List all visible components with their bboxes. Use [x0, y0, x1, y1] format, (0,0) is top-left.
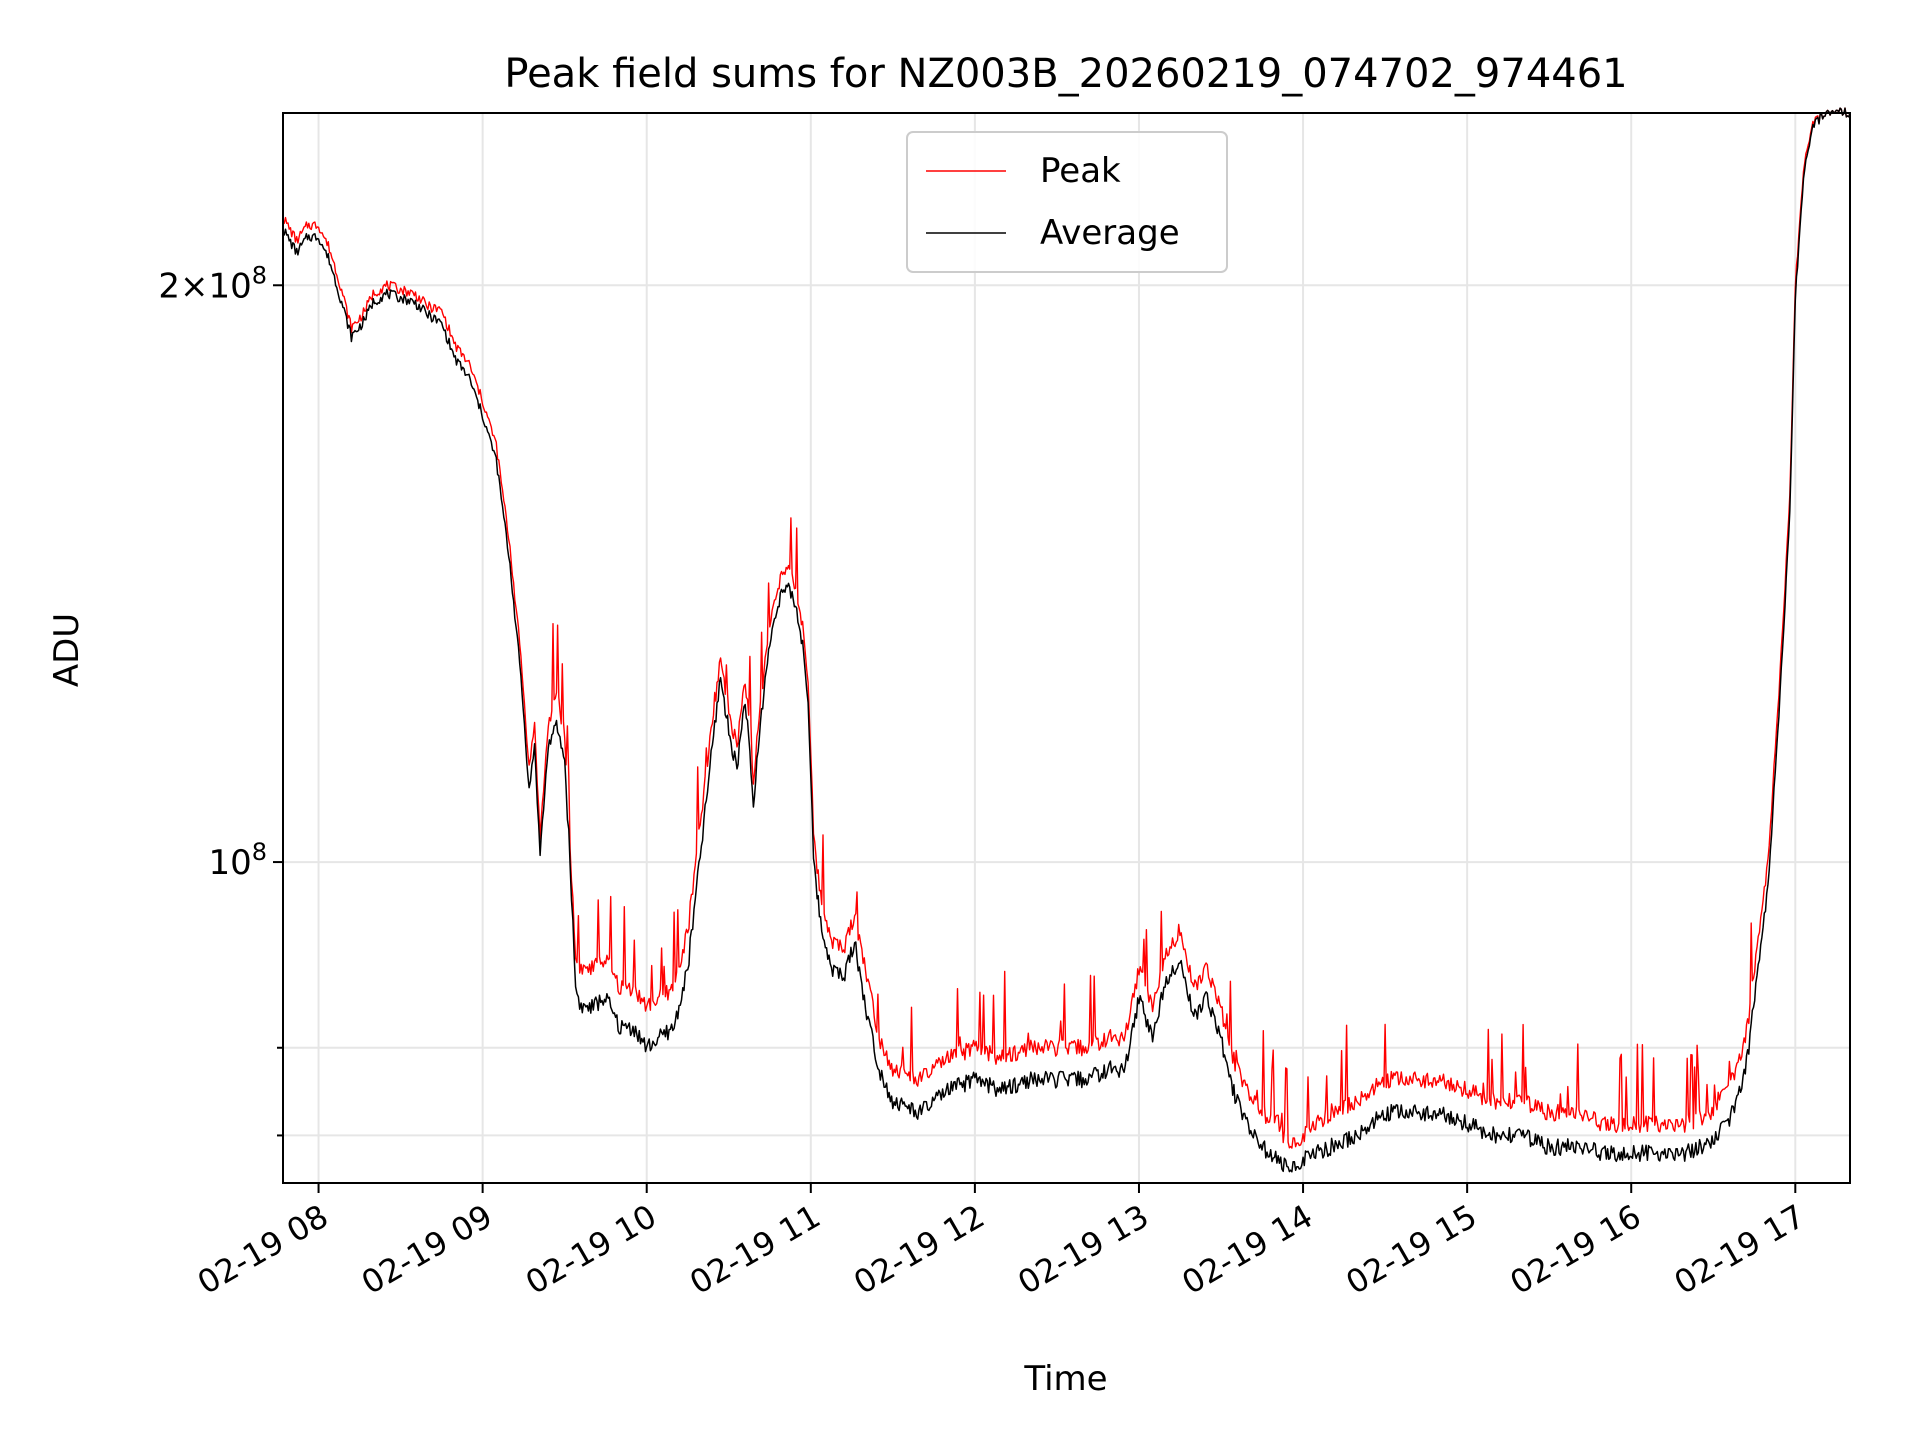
y-axis-ticks: 108 2×108	[158, 261, 283, 1137]
legend-label-average: Average	[1040, 213, 1180, 253]
legend: Peak Average	[906, 131, 1228, 273]
gridlines	[283, 113, 1850, 1183]
plot-frame	[282, 112, 1851, 1184]
plot-series	[282, 107, 1851, 1173]
legend-label-peak: Peak	[1040, 151, 1121, 191]
y-tick-label: 108	[208, 838, 267, 883]
chart-title: Peak field sums for NZ003B_20260219_0747…	[504, 51, 1627, 97]
x-axis-label: Time	[1023, 1359, 1107, 1399]
series-line-average	[282, 107, 1851, 1173]
legend-box	[906, 131, 1228, 273]
y-tick-label: 2×108	[158, 261, 267, 306]
series-line-peak	[282, 107, 1851, 1149]
y-axis-label: ADU	[47, 613, 87, 687]
